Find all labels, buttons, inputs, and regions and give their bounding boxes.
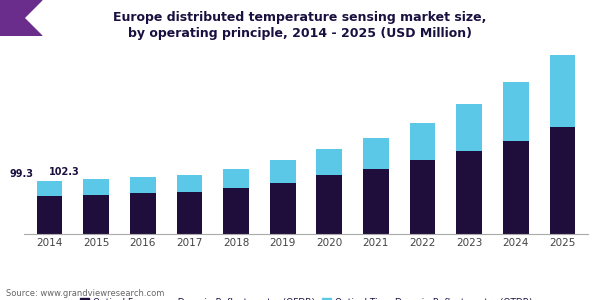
Bar <box>270 160 296 183</box>
Bar <box>130 178 155 194</box>
Text: Source: www.grandviewresearch.com: Source: www.grandviewresearch.com <box>6 290 164 298</box>
Bar <box>83 179 109 194</box>
Bar <box>503 82 529 141</box>
Text: 102.3: 102.3 <box>49 167 80 177</box>
Bar <box>457 104 482 151</box>
Bar <box>550 55 575 127</box>
Bar <box>363 169 389 234</box>
Bar <box>316 175 342 234</box>
Legend: Optical Frequency Domain Reflectometry (OFDR), Optical Time Domain Reflectometry: Optical Frequency Domain Reflectometry (… <box>76 294 536 300</box>
Text: Europe distributed temperature sensing market size,
by operating principle, 2014: Europe distributed temperature sensing m… <box>113 11 487 40</box>
Bar <box>503 141 529 234</box>
Bar <box>363 138 389 169</box>
Bar <box>410 160 436 234</box>
Bar <box>223 188 249 234</box>
Bar <box>176 192 202 234</box>
Bar <box>176 175 202 192</box>
Bar <box>223 169 249 188</box>
Bar <box>130 194 155 234</box>
Bar <box>37 196 62 234</box>
Text: 99.3: 99.3 <box>9 169 33 179</box>
Bar <box>270 183 296 234</box>
Bar <box>316 149 342 175</box>
Bar <box>457 151 482 234</box>
Bar <box>83 194 109 234</box>
Polygon shape <box>0 0 42 36</box>
Bar <box>37 181 62 196</box>
Bar <box>410 123 436 160</box>
Bar <box>550 127 575 234</box>
